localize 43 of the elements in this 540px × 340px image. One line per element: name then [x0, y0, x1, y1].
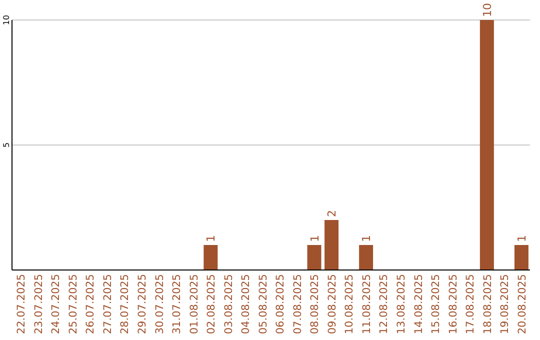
- x-tick-label: 15.08.2025: [430, 274, 442, 334]
- x-tick-label: 04.08.2025: [240, 274, 252, 334]
- x-tick-label: 03.08.2025: [222, 274, 235, 334]
- x-tick-label: 18.08.2025: [482, 274, 494, 334]
- x-tick-label: 27.07.2025: [102, 274, 114, 334]
- x-tick-label: 26.07.2025: [84, 274, 97, 334]
- data-label: 1: [308, 235, 322, 242]
- x-tick-label: 01.08.2025: [188, 274, 200, 334]
- x-tick-label: 23.07.2025: [32, 274, 45, 334]
- bar: [307, 245, 322, 270]
- x-tick-label: 25.07.2025: [67, 274, 80, 334]
- x-tick-label: 11.08.2025: [360, 274, 373, 334]
- x-tick-label: 31.07.2025: [171, 274, 184, 334]
- x-tick-label: 24.07.2025: [50, 274, 62, 334]
- x-tick-label: 05.08.2025: [257, 274, 270, 334]
- data-label: 1: [360, 235, 374, 242]
- x-tick-label: 22.07.2025: [16, 274, 28, 334]
- bar: [480, 20, 494, 270]
- y-tick-label: 5: [2, 142, 11, 148]
- x-tick-label: 07.08.2025: [292, 274, 304, 334]
- x-tick-label: 16.08.2025: [447, 274, 460, 334]
- bar: [514, 245, 528, 270]
- x-tick-label: 02.08.2025: [206, 274, 218, 334]
- x-tick-label: 30.07.2025: [154, 274, 166, 334]
- x-tick-label: 08.08.2025: [309, 274, 322, 334]
- data-label: 1: [204, 235, 218, 242]
- x-tick-label: 13.08.2025: [396, 274, 408, 334]
- x-tick-label: 17.08.2025: [464, 274, 477, 334]
- bar: [204, 245, 218, 270]
- x-tick-label: 12.08.2025: [378, 274, 390, 334]
- x-tick-label: 09.08.2025: [326, 274, 338, 334]
- x-tick-label: 20.08.2025: [516, 274, 528, 334]
- x-tick-label: 29.07.2025: [136, 274, 148, 334]
- data-label: 2: [326, 210, 339, 217]
- bar: [359, 245, 374, 270]
- x-tick-label: 10.08.2025: [344, 274, 356, 334]
- data-label: 10: [480, 3, 494, 17]
- x-tick-label: 28.07.2025: [119, 274, 132, 334]
- x-tick-label: 19.08.2025: [499, 274, 512, 334]
- bar: [324, 220, 339, 270]
- x-tick-label: 14.08.2025: [412, 274, 425, 334]
- x-tick-label: 06.08.2025: [274, 274, 287, 334]
- data-label: 1: [515, 235, 528, 242]
